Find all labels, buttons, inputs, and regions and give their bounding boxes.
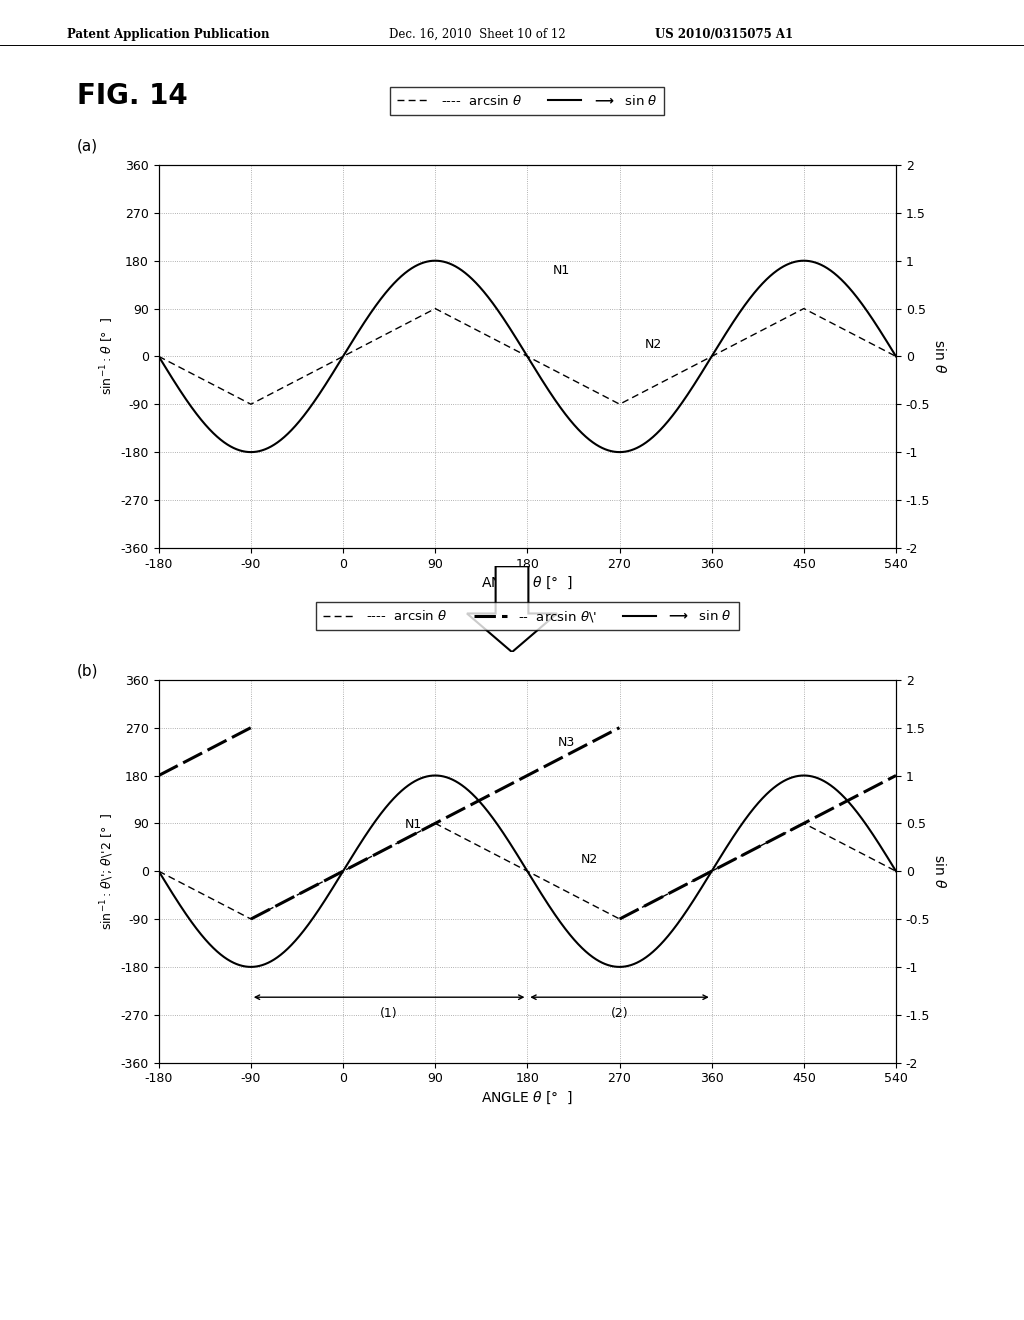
- Text: US 2010/0315075 A1: US 2010/0315075 A1: [655, 28, 794, 41]
- X-axis label: ANGLE $\theta$ [°  ]: ANGLE $\theta$ [° ]: [481, 1089, 573, 1106]
- Polygon shape: [467, 566, 557, 652]
- Y-axis label: $\sin^{-1}$: $\theta$ [°  ]: $\sin^{-1}$: $\theta$ [° ]: [99, 317, 117, 396]
- Text: N1: N1: [404, 817, 422, 830]
- Y-axis label: sin $\theta$: sin $\theta$: [932, 854, 947, 888]
- Y-axis label: $\sin^{-1}$: $\theta$\'; $\theta$\'2 [°  ]: $\sin^{-1}$: $\theta$\'; $\theta$\'2 [° …: [99, 813, 117, 929]
- Text: N2: N2: [581, 853, 598, 866]
- Text: Patent Application Publication: Patent Application Publication: [67, 28, 269, 41]
- Text: FIG. 14: FIG. 14: [77, 82, 187, 110]
- Text: N1: N1: [553, 264, 570, 277]
- Legend: ----  arcsin $\theta$, --  arcsin $\theta$\', $\mathbf{\longrightarrow}$  sin $\: ---- arcsin $\theta$, -- arcsin $\theta$…: [316, 602, 738, 631]
- Text: N3: N3: [558, 737, 575, 750]
- Y-axis label: sin $\theta$: sin $\theta$: [932, 339, 947, 374]
- X-axis label: ANGLE $\theta$ [°  ]: ANGLE $\theta$ [° ]: [481, 574, 573, 591]
- Text: (b): (b): [77, 664, 98, 678]
- Text: (2): (2): [610, 1007, 629, 1020]
- Legend: ----  arcsin $\theta$, $\mathbf{\longrightarrow}$  sin $\theta$: ---- arcsin $\theta$, $\mathbf{\longrigh…: [390, 87, 665, 115]
- Text: N2: N2: [645, 338, 663, 351]
- Text: (a): (a): [77, 139, 98, 153]
- Text: (1): (1): [380, 1007, 398, 1020]
- Text: Dec. 16, 2010  Sheet 10 of 12: Dec. 16, 2010 Sheet 10 of 12: [389, 28, 565, 41]
